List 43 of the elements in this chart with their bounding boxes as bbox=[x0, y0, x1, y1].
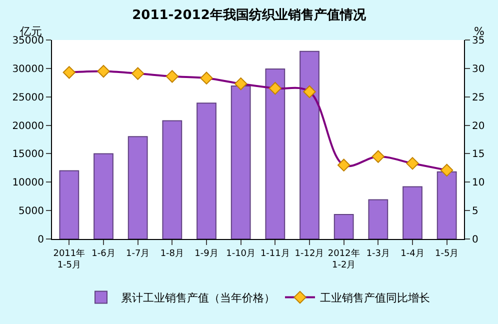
bar bbox=[334, 214, 354, 239]
x-tick-label: 1-3月 bbox=[366, 248, 390, 259]
y2-tick-label: 15 bbox=[472, 149, 485, 160]
x-tick-label: 1-11月 bbox=[260, 248, 290, 259]
bar bbox=[436, 171, 457, 239]
bar bbox=[230, 86, 251, 239]
x-tick-label: 1-8月 bbox=[160, 248, 184, 259]
y-tick-label: 10000 bbox=[12, 178, 44, 189]
y2-tick-label: 0 bbox=[472, 234, 478, 246]
x-tick-label: 1-12月 bbox=[294, 248, 324, 259]
x-tick-label: 1-6月 bbox=[92, 248, 116, 259]
y-tick-label: 5000 bbox=[18, 206, 44, 218]
y-tick-label: 20000 bbox=[12, 120, 44, 132]
x-tick-label: 2012年 1-2月 bbox=[328, 248, 360, 270]
y2-tick-label: 30 bbox=[472, 64, 485, 75]
bar bbox=[128, 136, 148, 239]
x-tick-label: 1-4月 bbox=[400, 248, 424, 259]
bar bbox=[402, 186, 422, 239]
y2-tick-label: 10 bbox=[472, 178, 485, 189]
y2-tick-label: 35 bbox=[472, 36, 485, 46]
bar bbox=[300, 50, 320, 239]
x-tick-label: 1-9月 bbox=[194, 248, 218, 259]
legend-label: 累计工业销售产值（当年价格） bbox=[121, 292, 275, 305]
y2-tick-label: 20 bbox=[472, 120, 485, 132]
y-tick-label: 30000 bbox=[12, 64, 44, 75]
y-tick-label: 35000 bbox=[12, 36, 44, 46]
bar bbox=[59, 170, 80, 239]
y2-tick-label: 5 bbox=[472, 206, 478, 218]
x-tick-label: 1-5月 bbox=[434, 248, 459, 259]
x-tick-label: 1-7月 bbox=[126, 248, 150, 259]
y-tick-label: 0 bbox=[38, 234, 44, 246]
y-tick-label: 15000 bbox=[12, 149, 44, 160]
y-tick-label: 25000 bbox=[12, 92, 44, 104]
legend-label: 工业销售产值同比增长 bbox=[320, 292, 430, 305]
bar bbox=[196, 102, 216, 239]
x-tick-label: 2011年 1-5月 bbox=[53, 248, 86, 270]
bar bbox=[265, 68, 286, 239]
chart-title: 2011-2012年我国纺织业销售产值情况 bbox=[132, 6, 367, 23]
bar bbox=[368, 199, 388, 239]
x-tick-label: 1-10月 bbox=[226, 248, 256, 259]
bar bbox=[162, 120, 182, 239]
y2-tick-label: 25 bbox=[472, 92, 485, 104]
bar bbox=[94, 153, 114, 239]
